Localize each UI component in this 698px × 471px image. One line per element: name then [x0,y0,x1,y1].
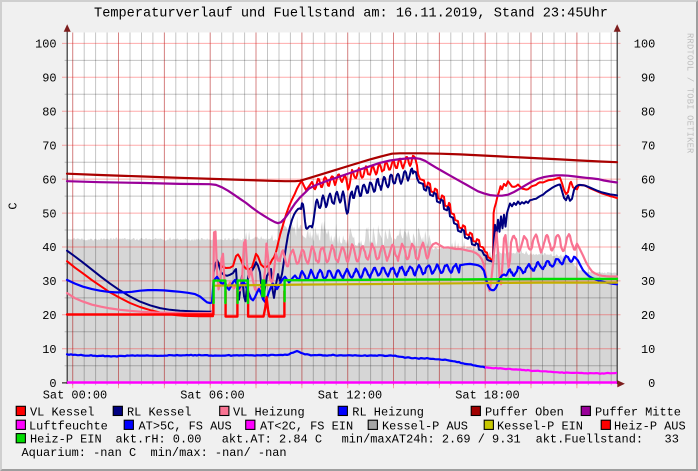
svg-text:50: 50 [641,207,655,221]
svg-text:Luftfeuchte: Luftfeuchte [29,419,108,433]
svg-text:Sat 00:00: Sat 00:00 [43,388,107,402]
svg-text:30: 30 [42,275,56,289]
svg-text:20: 20 [42,309,56,323]
svg-text:20: 20 [641,309,655,323]
svg-text:Sat 18:00: Sat 18:00 [455,388,519,402]
svg-text:0: 0 [49,377,56,391]
svg-text:Puffer Oben: Puffer Oben [485,406,564,420]
svg-text:100: 100 [35,38,57,52]
svg-text:50: 50 [42,207,56,221]
svg-text:VL Kessel: VL Kessel [30,406,94,420]
svg-text:Aquarium: -nan C min/max: -na: Aquarium: -nan C min/max: -nan/ -nan [22,446,287,460]
svg-text:60: 60 [641,173,655,187]
svg-text:Kessel-P AUS: Kessel-P AUS [382,419,468,433]
svg-text:100: 100 [634,38,656,52]
svg-text:Heiz-P AUS: Heiz-P AUS [614,419,686,433]
svg-text:Sat 06:00: Sat 06:00 [180,388,244,402]
svg-text:0: 0 [648,377,655,391]
svg-text:60: 60 [42,173,56,187]
svg-text:C: C [7,202,21,209]
svg-text:10: 10 [42,343,56,357]
svg-text:RL Kessel: RL Kessel [127,406,191,420]
svg-text:VL Heizung: VL Heizung [233,406,305,420]
svg-text:70: 70 [641,139,655,153]
svg-text:akt.Fuellstand: 33: akt.Fuellstand: 33 [536,433,679,447]
svg-text:AT>5C, FS AUS: AT>5C, FS AUS [139,419,232,433]
svg-text:Heiz-P EIN: Heiz-P EIN [30,433,102,447]
svg-text:10: 10 [641,343,655,357]
svg-text:90: 90 [641,72,655,86]
svg-text:30: 30 [641,275,655,289]
svg-text:Kessel-P EIN: Kessel-P EIN [497,419,583,433]
svg-text:akt.AT: 2.84 C: akt.AT: 2.84 C [222,433,322,447]
svg-text:Puffer Mitte: Puffer Mitte [595,406,681,420]
svg-text:40: 40 [42,241,56,255]
svg-text:AT<2C, FS EIN: AT<2C, FS EIN [260,419,353,433]
svg-text:Temperaturverlauf und Fuellsta: Temperaturverlauf und Fuellstand am: 16.… [94,6,608,21]
svg-text:40: 40 [641,241,655,255]
svg-text:akt.rH: 0.00: akt.rH: 0.00 [116,433,202,447]
svg-text:80: 80 [641,105,655,119]
svg-text:Sat 12:00: Sat 12:00 [318,388,382,402]
svg-text:90: 90 [42,72,56,86]
svg-text:70: 70 [42,139,56,153]
svg-text:RL Heizung: RL Heizung [352,406,424,420]
svg-text:RRDTOOL / TOBI OETIKER: RRDTOOL / TOBI OETIKER [685,33,695,154]
svg-text:min/maxAT24h: 2.69 / 9.31: min/maxAT24h: 2.69 / 9.31 [342,433,521,447]
svg-text:80: 80 [42,105,56,119]
